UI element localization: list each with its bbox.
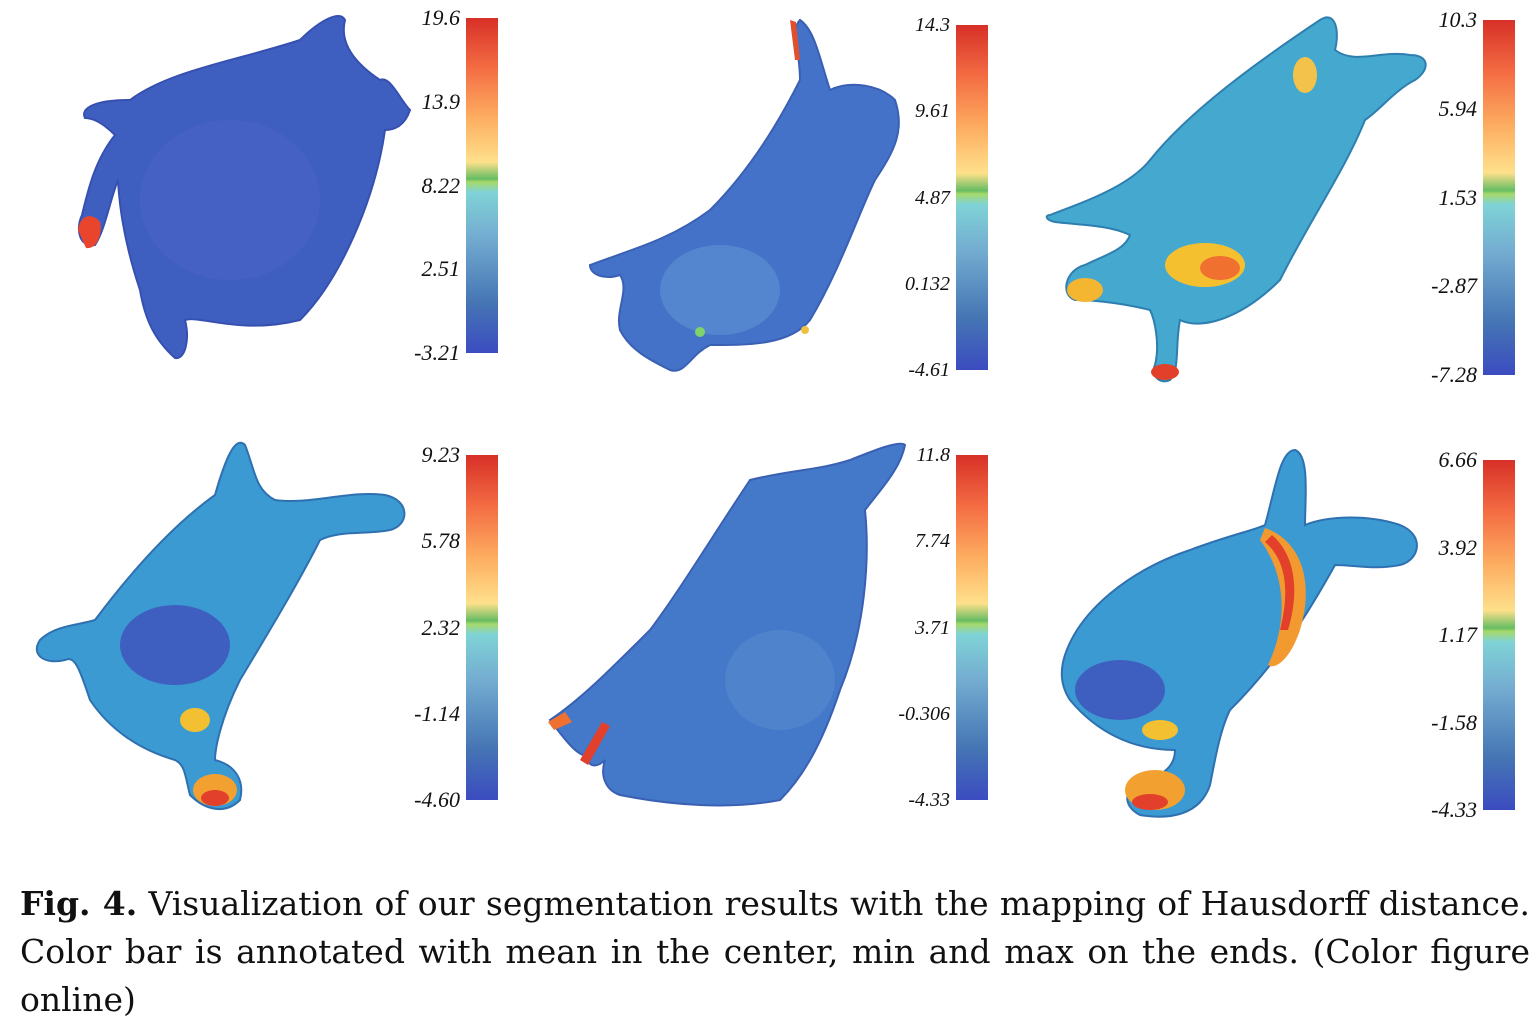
tick-max: 10.3 <box>1438 7 1478 32</box>
tick-min: -4.61 <box>908 359 950 381</box>
tick-max: 9.23 <box>421 442 461 467</box>
caption-label: Fig. 4. <box>20 884 138 923</box>
mesh-render-5 <box>548 442 907 807</box>
panel-3: 10.3 5.94 1.53 -2.87 -7.28 <box>1010 0 1538 420</box>
tick-upper: 13.9 <box>421 88 461 114</box>
tick-upper: 3.92 <box>1438 534 1478 560</box>
colorbar-ticks-5: 11.8 7.74 3.71 -0.306 -4.33 <box>870 445 950 810</box>
colorbar-ticks-3: 10.3 5.94 1.53 -2.87 -7.28 <box>1397 9 1478 386</box>
colorbar-ticks-4: 9.23 5.78 2.32 -1.14 -4.60 <box>380 444 461 811</box>
tick-lower: -0.306 <box>898 702 950 725</box>
tick-max: 19.6 <box>421 5 461 30</box>
colorbar-ticks-2: 14.3 9.61 4.87 0.132 -4.61 <box>870 15 950 380</box>
colorbar-6 <box>1483 460 1515 810</box>
colorbar-1 <box>466 18 498 353</box>
figure-caption: Fig. 4. Visualization of our segmentatio… <box>20 880 1530 1024</box>
tick-max: 6.66 <box>1438 447 1478 472</box>
panel-4: 9.23 5.78 2.32 -1.14 -4.60 <box>0 430 510 830</box>
tick-min: -3.21 <box>414 340 460 365</box>
tick-lower: -1.58 <box>1431 709 1477 735</box>
tick-upper: 7.74 <box>915 530 950 553</box>
tick-lower: 0.132 <box>905 272 950 295</box>
panel-1: 19.6 13.9 8.22 2.51 -3.21 <box>0 0 510 420</box>
mesh-render-2 <box>588 18 900 372</box>
tick-lower: -2.87 <box>1431 273 1477 299</box>
tick-min: -4.33 <box>908 789 950 811</box>
panel-2: 14.3 9.61 4.87 0.132 -4.61 <box>510 0 1010 420</box>
mesh-render-6 <box>1060 448 1418 818</box>
panel-6: 6.66 3.92 1.17 -1.58 -4.33 <box>1010 430 1538 830</box>
caption-text: Visualization of our segmentation result… <box>20 884 1530 1019</box>
tick-lower: -1.14 <box>414 700 460 726</box>
tick-min: -7.28 <box>1431 362 1477 387</box>
colorbar-ticks-1: 19.6 13.9 8.22 2.51 -3.21 <box>380 7 461 364</box>
colorbar-2 <box>956 25 988 370</box>
tick-lower: 2.51 <box>421 256 461 282</box>
colorbar-ticks-6: 6.66 3.92 1.17 -1.58 -4.33 <box>1397 449 1478 821</box>
colorbar-5 <box>956 455 988 800</box>
tick-mean: 4.87 <box>915 186 950 209</box>
mesh-render-1 <box>77 15 412 360</box>
tick-min: -4.33 <box>1431 797 1477 822</box>
tick-min: -4.60 <box>414 787 460 812</box>
tick-mean: 8.22 <box>421 172 461 198</box>
tick-mean: 1.53 <box>1438 184 1478 210</box>
mesh-render-3 <box>1045 16 1427 383</box>
tick-upper: 5.94 <box>1438 95 1478 121</box>
tick-upper: 5.78 <box>421 528 461 554</box>
mesh-render-4 <box>35 441 406 810</box>
tick-max: 14.3 <box>915 14 950 36</box>
panel-5: 11.8 7.74 3.71 -0.306 -4.33 <box>510 430 1010 830</box>
tick-mean: 2.32 <box>421 614 461 640</box>
tick-upper: 9.61 <box>915 100 950 123</box>
tick-mean: 3.71 <box>915 616 950 639</box>
colorbar-4 <box>466 455 498 800</box>
colorbar-3 <box>1483 20 1515 375</box>
tick-max: 11.8 <box>916 444 950 466</box>
tick-mean: 1.17 <box>1438 622 1478 647</box>
